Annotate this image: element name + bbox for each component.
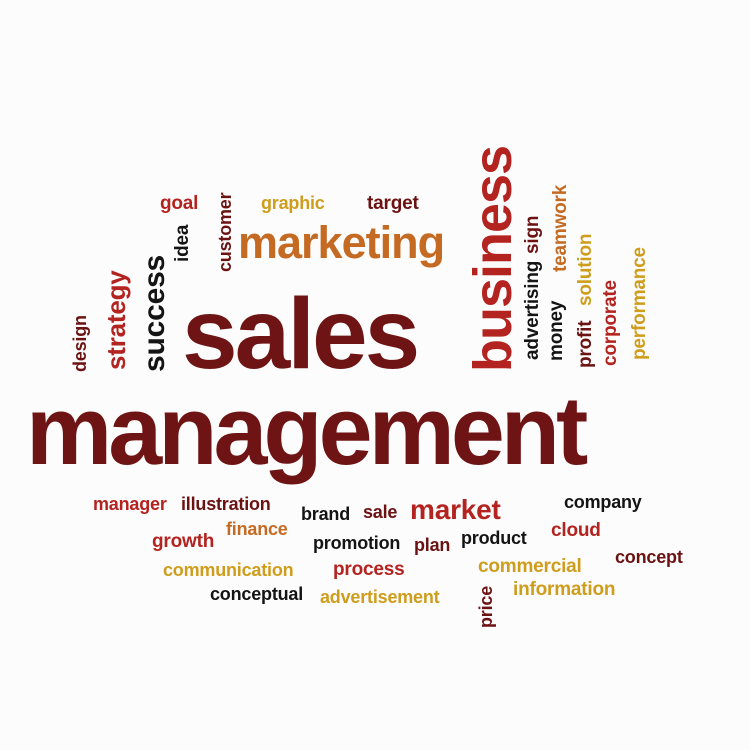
word-process: process bbox=[333, 559, 405, 580]
word-profit: profit bbox=[575, 320, 596, 368]
word-corporate: corporate bbox=[600, 280, 621, 366]
word-goal: goal bbox=[160, 193, 199, 214]
word-conceptual: conceptual bbox=[210, 584, 304, 604]
word-cloud: cloud bbox=[551, 520, 601, 541]
word-sale: sale bbox=[363, 502, 398, 522]
word-marketing: marketing bbox=[238, 217, 445, 268]
word-illustration: illustration bbox=[181, 494, 271, 514]
word-success: success bbox=[138, 254, 171, 372]
word-company: company bbox=[564, 492, 642, 512]
word-growth: growth bbox=[152, 531, 215, 552]
word-idea: idea bbox=[172, 224, 193, 262]
word-solution: solution bbox=[575, 233, 596, 306]
word-product: product bbox=[461, 528, 527, 548]
word-performance: performance bbox=[629, 247, 650, 360]
word-promotion: promotion bbox=[313, 533, 401, 553]
word-design: design bbox=[70, 315, 90, 372]
word-sign: sign bbox=[522, 215, 543, 254]
word-commercial: commercial bbox=[478, 556, 582, 577]
word-customer: customer bbox=[215, 192, 235, 272]
word-sales: sales bbox=[182, 278, 420, 390]
word-business: business bbox=[463, 145, 523, 372]
word-advertising: advertising bbox=[522, 260, 543, 360]
word-communication: communication bbox=[163, 560, 294, 580]
word-teamwork: teamwork bbox=[550, 184, 571, 272]
word-target: target bbox=[367, 193, 419, 214]
word-price: price bbox=[476, 585, 496, 628]
word-manager: manager bbox=[93, 494, 167, 514]
word-management: management bbox=[26, 376, 588, 485]
word-information: information bbox=[513, 579, 616, 600]
word-finance: finance bbox=[226, 519, 288, 539]
word-strategy: strategy bbox=[101, 270, 131, 370]
word-plan: plan bbox=[414, 535, 451, 555]
word-money: money bbox=[546, 300, 567, 361]
word-advertisement: advertisement bbox=[320, 587, 440, 607]
word-brand: brand bbox=[301, 504, 351, 524]
word-graphic: graphic bbox=[261, 193, 325, 213]
word-market: market bbox=[410, 494, 501, 525]
word-concept: concept bbox=[615, 547, 683, 567]
